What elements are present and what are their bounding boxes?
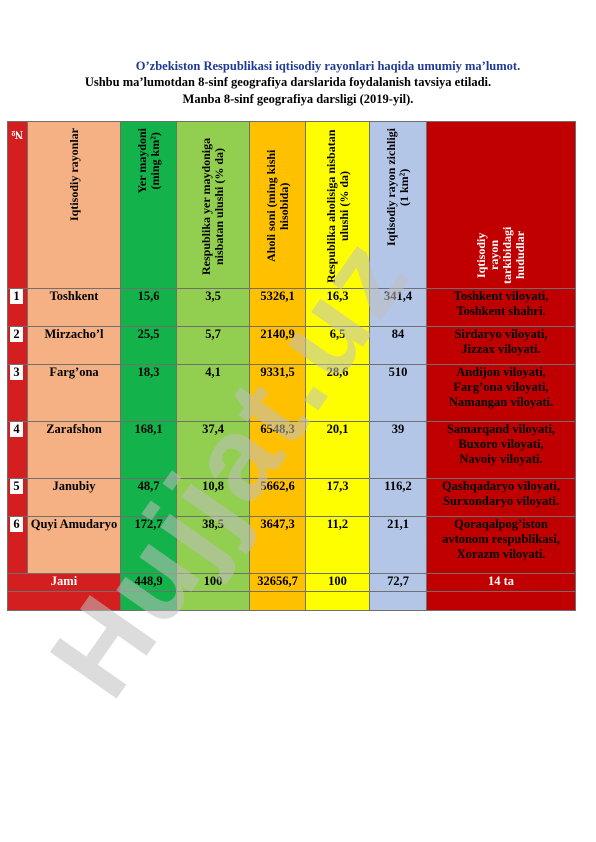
- row-number-label: 2: [10, 327, 23, 342]
- pop-share-value: 28,6: [305, 364, 370, 422]
- table-row: 6 Quyi Amudaryo 172,7 38,5 3647,3 11,2 21,1 Qor…: [7, 516, 576, 574]
- region-part: Namangan viloyati.: [448, 395, 554, 409]
- region-name: Mirzacho’l: [27, 326, 121, 365]
- region-name: Quyi Amudaryo: [27, 516, 121, 574]
- area-share-value: 38,5: [176, 516, 250, 574]
- region-name: Janubiy: [27, 478, 121, 517]
- region-part: Buxoro viloyati,: [458, 437, 544, 451]
- row-number-label: 3: [10, 365, 23, 380]
- area-value: 18,3: [120, 364, 177, 422]
- table-header-row: № Iqtisodiy rayonlar Yer maydoni (ming km…: [7, 121, 576, 289]
- document-subtitle: Ushbu ma’lumotdan 8-sinf geografiya dars…: [84, 75, 492, 89]
- area-share-value: 5,7: [176, 326, 250, 365]
- row-number: 3: [7, 364, 28, 422]
- header-area: Yer maydoni (ming km²): [120, 121, 177, 289]
- region-part: Toshkent viloyati,: [453, 289, 549, 303]
- total-pop: 32656,7: [249, 573, 306, 592]
- region-parts: Andijon viloyati, Farg’ona viloyati, Naman…: [426, 364, 576, 422]
- density-value: 116,2: [369, 478, 427, 517]
- header-region: Iqtisodiy rayonlar: [27, 121, 121, 289]
- pop-share-value: 11,2: [305, 516, 370, 574]
- population-value: 3647,3: [249, 516, 306, 574]
- area-share-value: 4,1: [176, 364, 250, 422]
- table-row: 3 Farg’ona 18,3 4,1 9331,5 28,6 510 Andijon vil…: [7, 364, 576, 422]
- row-number-label: 5: [10, 479, 23, 494]
- area-value: 48,7: [120, 478, 177, 517]
- region-part: Samarqand viloyati,: [446, 422, 556, 436]
- row-number: 5: [7, 478, 28, 517]
- table-row: 5 Janubiy 48,7 10,8 5662,6 17,3 116,2 Qashqadar…: [7, 478, 576, 517]
- pop-share-value: 20,1: [305, 421, 370, 479]
- population-value: 5662,6: [249, 478, 306, 517]
- document-source: Manba 8-sinf geografiya darsligi (2019-y…: [182, 92, 414, 106]
- document-title: O’zbekiston Respublikasi iqtisodiy rayon…: [135, 59, 521, 73]
- table-row: 2 Mirzacho’l 25,5 5,7 2140,9 6,5 84 Sirdaryo vi…: [7, 326, 576, 365]
- population-value: 2140,9: [249, 326, 306, 365]
- header-num: №: [7, 121, 28, 289]
- row-number: 1: [7, 288, 28, 327]
- table-row: 1 Toshkent 15,6 3,5 5326,1 16,3 341,4 Toshkent …: [7, 288, 576, 327]
- header-pop-share: Respublika aholisiga nisbatan ulushi (% …: [305, 121, 370, 289]
- density-value: 84: [369, 326, 427, 365]
- total-pshare: 100: [305, 573, 370, 592]
- region-name: Toshkent: [27, 288, 121, 327]
- region-parts: Toshkent viloyati, Toshkent shahri.: [426, 288, 576, 327]
- row-number-label: 1: [10, 289, 23, 304]
- region-parts: Qoraqalpog’iston avtonom respublikasi, Xor…: [426, 516, 576, 574]
- region-part: Andijon viloyati,: [456, 365, 546, 379]
- area-value: 15,6: [120, 288, 177, 327]
- region-part: Qashqadaryo viloyati,: [441, 479, 561, 493]
- area-share-value: 37,4: [176, 421, 250, 479]
- region-part: Farg’ona viloyati,: [453, 380, 549, 394]
- header-area-share: Respublika yer maydoniga nisbatan ulushi…: [176, 121, 250, 289]
- population-value: 9331,5: [249, 364, 306, 422]
- density-value: 341,4: [369, 288, 427, 327]
- density-value: 21,1: [369, 516, 427, 574]
- region-part: Sirdaryo viloyati,: [454, 327, 548, 341]
- region-parts: Qashqadaryo viloyati, Surxondaryo viloyat…: [426, 478, 576, 517]
- region-part: Jizzax viloyati.: [461, 342, 541, 356]
- header-population: Aholi soni (ming kishi hisobida): [249, 121, 306, 289]
- region-part: Navoiy viloyati.: [459, 452, 543, 466]
- total-label: Jami: [50, 574, 78, 588]
- area-value: 25,5: [120, 326, 177, 365]
- density-value: 39: [369, 421, 427, 479]
- area-share-value: 3,5: [176, 288, 250, 327]
- row-number: 4: [7, 421, 28, 479]
- total-row: Jami 448,9 100 32656,7 100 72,7 14 ta: [7, 573, 576, 592]
- row-number: 6: [7, 516, 28, 574]
- density-value: 510: [369, 364, 427, 422]
- region-name: Zarafshon: [27, 421, 121, 479]
- table-row: 4 Zarafshon 168,1 37,4 6548,3 20,1 39 Samarqand…: [7, 421, 576, 479]
- region-part: Qoraqalpog’iston: [454, 517, 548, 531]
- region-part: Xorazm viloyati.: [456, 547, 546, 561]
- area-value: 168,1: [120, 421, 177, 479]
- population-value: 6548,3: [249, 421, 306, 479]
- pop-share-value: 6,5: [305, 326, 370, 365]
- area-value: 172,7: [120, 516, 177, 574]
- row-number: 2: [7, 326, 28, 365]
- region-part: avtonom respublikasi,: [442, 532, 560, 546]
- total-density: 72,7: [369, 573, 427, 592]
- table-footer-row: [7, 591, 576, 611]
- regions-table: № Iqtisodiy rayonlar Yer maydoni (ming km…: [7, 121, 576, 611]
- total-area: 448,9: [120, 573, 177, 592]
- region-name: Farg’ona: [27, 364, 121, 422]
- header-parts: Iqtisodiy rayon tarkibidagi hududlar: [426, 121, 576, 289]
- region-parts: Sirdaryo viloyati, Jizzax viloyati.: [426, 326, 576, 365]
- region-part: Surxondaryo viloyati.: [443, 494, 559, 508]
- header-density: Iqtisodiy rayon zichligi (1 km²): [369, 121, 427, 289]
- total-parts: 14 ta: [426, 573, 576, 592]
- row-number-label: 6: [10, 517, 23, 532]
- region-part: Toshkent shahri.: [456, 304, 546, 318]
- pop-share-value: 16,3: [305, 288, 370, 327]
- area-share-value: 10,8: [176, 478, 250, 517]
- region-parts: Samarqand viloyati, Buxoro viloyati, Navoi…: [426, 421, 576, 479]
- row-number-label: 4: [10, 422, 23, 437]
- pop-share-value: 17,3: [305, 478, 370, 517]
- population-value: 5326,1: [249, 288, 306, 327]
- total-share: 100: [176, 573, 250, 592]
